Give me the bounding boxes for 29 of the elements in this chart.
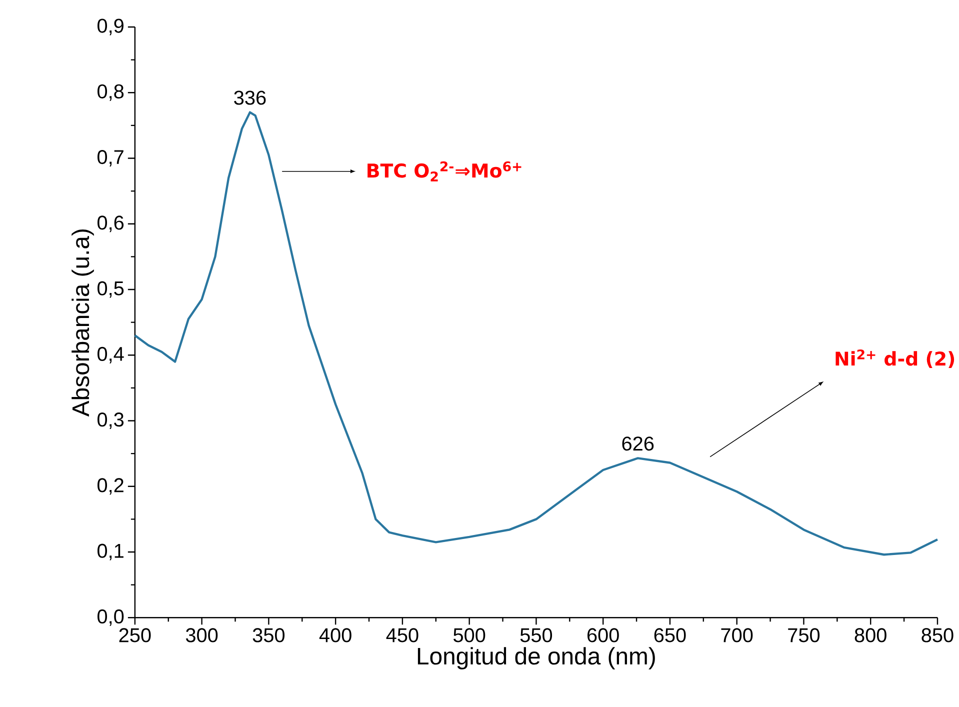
- y-tick-label: 0,0: [98, 610, 124, 626]
- x-tick-label: 650: [654, 628, 686, 642]
- annotation: 336: [234, 90, 266, 105]
- x-tick-label: 850: [922, 628, 954, 642]
- y-tick-label: 0,8: [98, 84, 124, 102]
- y-tick-label: 0,3: [98, 412, 124, 430]
- y-tick-label: 0,1: [98, 544, 124, 560]
- x-tick-label: 750: [788, 628, 820, 642]
- x-tick-label: 400: [319, 628, 352, 642]
- x-tick-label: 700: [721, 628, 753, 642]
- y-tick-label: 0,6: [98, 216, 124, 232]
- x-tick-label: 550: [520, 628, 552, 642]
- x-tick-label: 600: [587, 628, 619, 642]
- x-axis-title: Longitud de onda (nm): [418, 647, 655, 670]
- y-tick-label: 0,2: [98, 478, 124, 495]
- x-tick-label: 350: [252, 628, 285, 642]
- x-tick-label: 800: [854, 628, 886, 642]
- x-tick-label: 500: [454, 628, 486, 642]
- x-tick-label: 250: [119, 628, 151, 642]
- x-tick-label: 300: [186, 628, 218, 642]
- y-tick-label: 0,5: [98, 281, 124, 298]
- annotation: BTC O$_{2}$$^{2-}$⇒Mo$^{6+}$: [368, 162, 522, 182]
- x-tick-label: 450: [386, 628, 418, 642]
- y-axis-title: Absorbancia (u.a): [72, 230, 94, 417]
- y-tick-label: 0,7: [98, 150, 124, 167]
- annotation: Ni$^{2+}$ d-d (2): [836, 350, 954, 368]
- y-tick-label: 0,9: [98, 18, 124, 36]
- y-tick-label: 0,4: [98, 347, 124, 364]
- annotation: 626: [622, 436, 654, 451]
